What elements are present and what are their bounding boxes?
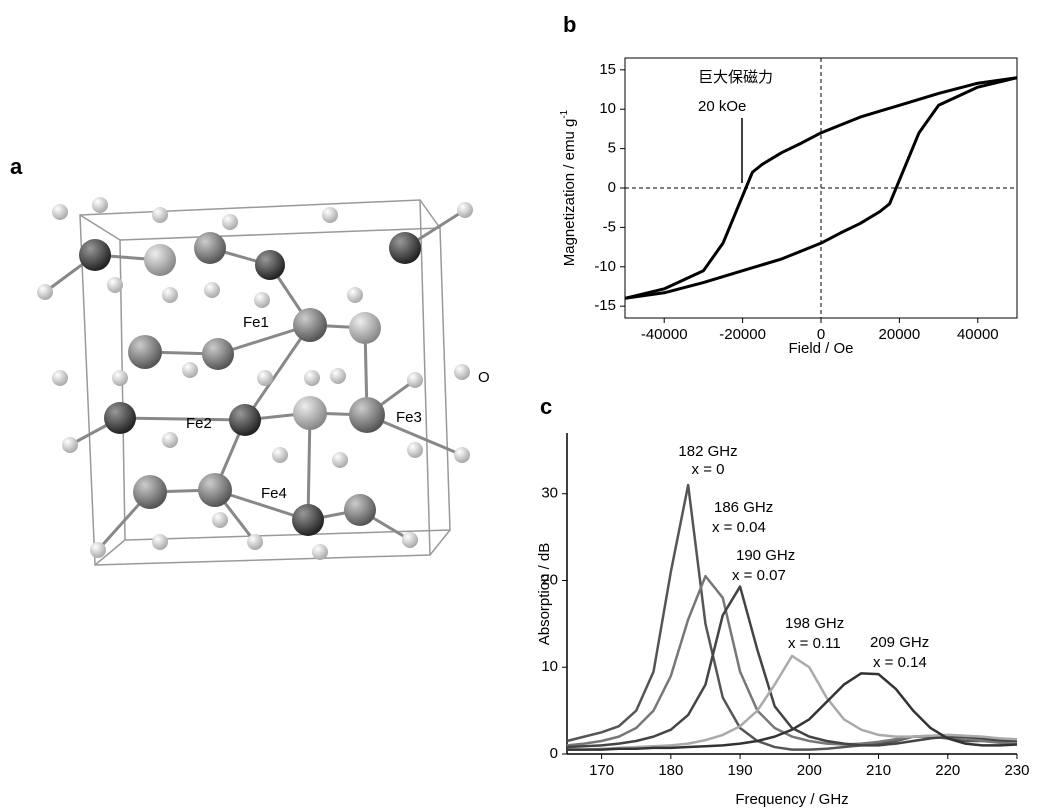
y-tick-label: -5 [603,218,616,235]
x-tick-label: 190 [728,762,753,779]
data-line [567,587,1017,748]
y-axis-label-sup: -1 [559,109,570,118]
crystal-structure: a [10,154,490,565]
panel-label: b [563,12,576,37]
y-axis-label-text: Absorption / dB [536,543,553,646]
y-tick-label: 30 [541,485,558,502]
peak-label: 209 GHz [870,634,929,651]
x-axis-label: Frequency / GHz [735,791,848,808]
y-axis-label-text: Magnetization / emu g [561,119,578,267]
data-line [567,576,1017,745]
y-tick-label: 15 [599,61,616,78]
y-tick-label: 10 [541,658,558,675]
y-axis-label: Magnetization / emu g-1 [559,109,578,266]
y-tick-label: -10 [594,258,616,275]
panel-label: c [540,394,552,419]
x-tick-label: -20000 [719,326,766,343]
peak-label: 186 GHz [714,499,773,516]
x-tick-label: 20000 [879,326,921,343]
x-tick-label: 230 [1004,762,1029,779]
y-tick-label: 0 [550,745,558,762]
atom-label: Fe4 [261,485,287,502]
atom-label: Fe1 [243,314,269,331]
peak-sublabel: x = 0.14 [873,654,927,671]
x-tick-label: 220 [935,762,960,779]
x-tick-label: 200 [797,762,822,779]
peak-sublabel: x = 0 [692,461,725,478]
peak-sublabel: x = 0.11 [788,635,841,652]
annotation: 巨大保磁力 [698,69,773,86]
x-tick-label: -40000 [641,326,688,343]
peak-sublabel: x = 0.04 [712,519,766,536]
x-tick-label: 210 [866,762,891,779]
atom-label: Fe2 [186,415,212,432]
x-axis-label: Field / Oe [788,340,853,357]
peak-label: 182 GHz [678,443,737,460]
y-axis-label: Absorption / dB [536,543,553,646]
x-tick-label: 180 [658,762,683,779]
peak-sublabel: x = 0.07 [732,567,786,584]
figure: a [0,0,1037,812]
peak-label: 190 GHz [736,547,795,564]
iron-atoms [79,232,421,536]
atom-label: Fe3 [396,409,422,426]
atom-label: O [478,369,490,386]
y-tick-label: 10 [599,100,616,117]
y-tick-label: 0 [608,179,616,196]
y-tick-label: 5 [608,140,616,157]
x-tick-label: 40000 [957,326,999,343]
y-tick-label: -15 [594,297,616,314]
x-tick-label: 170 [589,762,614,779]
annotation: 20 kOe [698,98,746,115]
panel-label: a [10,154,23,179]
peak-label: 198 GHz [785,615,844,632]
